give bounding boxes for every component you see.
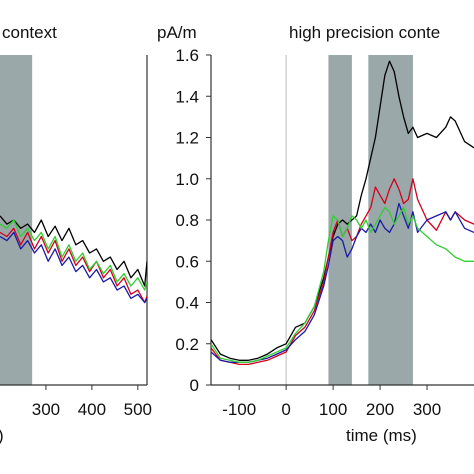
series-line-black — [0, 215, 147, 287]
y-tick-label: 0.6 — [175, 252, 199, 271]
x-tick-label: -100 — [222, 400, 256, 419]
right-panel: -100 0 100 200 300 0 0.2 0.4 0.6 0.8 1.0 1.2 1.4 1.6 h… — [157, 23, 474, 445]
y-tick-label: 1.2 — [175, 129, 199, 148]
x-tick-label: 300 — [32, 400, 60, 419]
y-tick-label: 0 — [190, 376, 199, 395]
x-axis-label-fragment: ) — [0, 426, 4, 445]
x-tick-label: 300 — [413, 400, 441, 419]
y-tick-label: 0.4 — [175, 294, 199, 313]
y-tick-label: 1.0 — [175, 170, 199, 189]
x-tick-label: 200 — [366, 400, 394, 419]
x-tick-label: 100 — [319, 400, 347, 419]
series-line-blue — [0, 231, 147, 304]
y-tick-label: 0.8 — [175, 211, 199, 230]
x-tick-label: 400 — [78, 400, 106, 419]
x-axis-label: time (ms) — [346, 426, 417, 445]
y-tick-label: 1.4 — [175, 87, 199, 106]
y-tick-label: 1.6 — [175, 46, 199, 65]
shaded-region — [328, 55, 352, 385]
y-tick-label: 0.2 — [175, 335, 199, 354]
series-line-red — [211, 178, 474, 366]
panel-title: high precision conte — [289, 23, 440, 42]
left-panel: 300 400 500 context) — [0, 23, 152, 445]
y-axis-label: pA/m — [157, 23, 197, 42]
series-line-green — [211, 206, 474, 363]
x-tick-label: 0 — [281, 400, 290, 419]
panel-title: context — [2, 23, 57, 42]
series-line-blue — [211, 202, 474, 363]
series-line-red — [0, 227, 147, 304]
series-line-green — [0, 219, 147, 291]
shaded-region — [368, 55, 413, 385]
series-line-black — [211, 60, 474, 361]
x-tick-label: 500 — [124, 400, 152, 419]
shaded-region — [0, 55, 33, 385]
